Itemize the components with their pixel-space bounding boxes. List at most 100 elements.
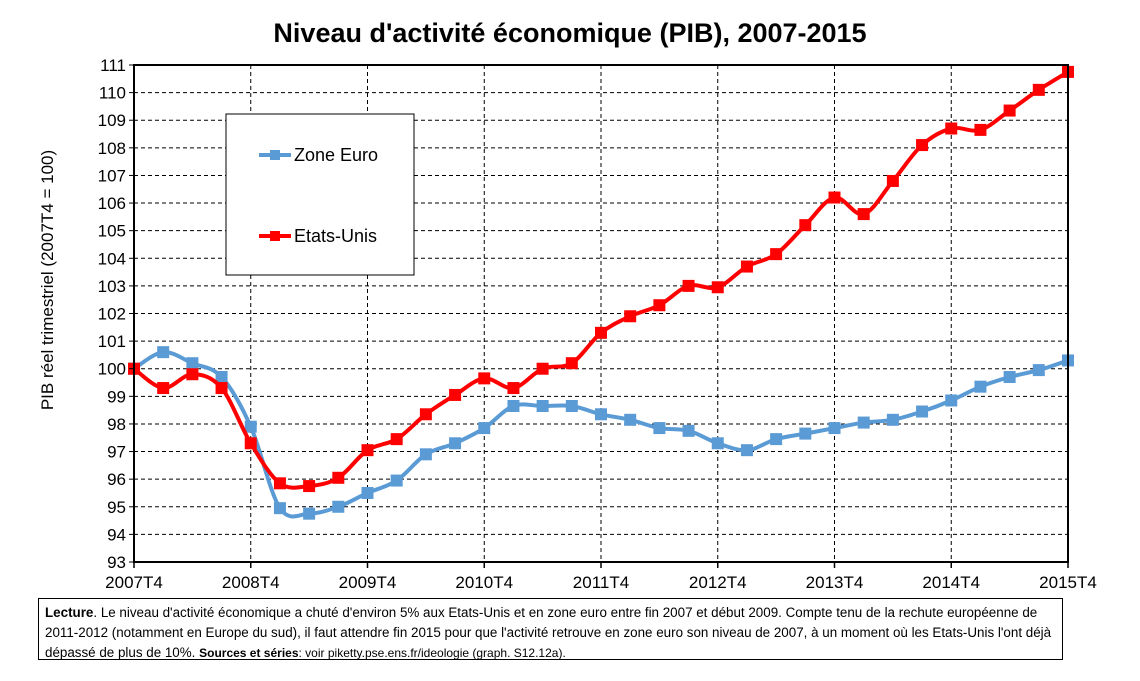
y-tick-label: 111 (100, 56, 126, 75)
data-point-etats-unis (916, 139, 929, 152)
legend-label-etats-unis: Etats-Unis (294, 226, 377, 246)
data-point-etats-unis (653, 299, 666, 312)
data-point-zone-euro (419, 448, 432, 461)
data-point-zone-euro (536, 399, 549, 412)
footnote-box: Lecture. Le niveau d'activité économique… (38, 598, 1063, 660)
data-point-etats-unis (449, 388, 462, 401)
x-tick-label: 2013T4 (806, 573, 864, 592)
data-point-zone-euro (711, 437, 724, 450)
x-tick-label: 2008T4 (222, 573, 280, 592)
data-point-zone-euro (361, 486, 374, 499)
y-tick-label: 103 (98, 277, 126, 296)
data-point-etats-unis (565, 357, 578, 370)
series-lines (128, 65, 1074, 520)
y-tick-label: 104 (98, 249, 126, 268)
data-point-etats-unis (390, 433, 403, 446)
y-tick-label: 99 (107, 387, 126, 406)
data-point-zone-euro (449, 437, 462, 450)
y-tick-label: 101 (98, 332, 126, 351)
axis-ticks: 93 94 95 96 97 98 99 100 101 102 103 104 105 106 107 10… (98, 56, 1097, 592)
data-point-zone-euro (974, 380, 987, 393)
data-point-zone-euro (1003, 371, 1016, 384)
data-point-etats-unis (857, 208, 870, 221)
data-point-etats-unis (536, 362, 549, 375)
data-point-etats-unis (361, 444, 374, 457)
y-tick-label: 105 (98, 222, 126, 241)
data-point-etats-unis (828, 191, 841, 204)
y-tick-label: 98 (107, 415, 126, 434)
legend-marker-etats-unis (270, 231, 280, 241)
data-point-zone-euro (1032, 364, 1045, 377)
y-tick-label: 100 (98, 360, 126, 379)
x-tick-label: 2012T4 (689, 573, 747, 592)
y-tick-label: 106 (98, 194, 126, 213)
x-tick-label: 2010T4 (455, 573, 513, 592)
legend-box (225, 113, 415, 276)
data-point-etats-unis (711, 281, 724, 294)
data-point-zone-euro (215, 371, 228, 384)
data-point-etats-unis (419, 408, 432, 421)
sources-text: : voir piketty.pse.ens.fr/ideologie (gra… (298, 646, 566, 660)
data-point-zone-euro (653, 422, 666, 435)
y-tick-label: 97 (107, 443, 126, 462)
data-point-etats-unis (595, 326, 607, 339)
data-point-etats-unis (1032, 83, 1045, 96)
data-point-zone-euro (186, 357, 199, 370)
data-point-zone-euro (507, 399, 520, 412)
legend-marker-zone-euro (270, 150, 280, 160)
data-point-etats-unis (974, 123, 987, 136)
data-point-zone-euro (478, 422, 491, 435)
data-point-zone-euro (273, 502, 286, 515)
data-point-etats-unis (507, 382, 520, 395)
data-point-zone-euro (565, 399, 578, 412)
data-point-etats-unis (303, 480, 316, 493)
lecture-label: Lecture (45, 605, 94, 620)
data-point-etats-unis (244, 437, 257, 450)
chart-title: Niveau d'activité économique (PIB), 2007… (273, 18, 867, 48)
data-point-etats-unis (186, 368, 199, 381)
data-point-zone-euro (740, 444, 753, 457)
y-tick-label: 109 (98, 111, 126, 130)
x-tick-label: 2011T4 (573, 573, 629, 592)
line-chart: 93 94 95 96 97 98 99 100 101 102 103 104 105 106 107 10… (98, 56, 1097, 592)
data-point-zone-euro (682, 424, 695, 437)
y-tick-label: 96 (107, 470, 126, 489)
data-point-zone-euro (595, 408, 607, 421)
data-point-etats-unis (273, 477, 286, 490)
data-point-zone-euro (857, 416, 870, 429)
sources-label: Sources et séries (199, 646, 299, 660)
data-point-zone-euro (828, 422, 841, 435)
data-point-etats-unis (740, 260, 753, 273)
data-point-zone-euro (916, 405, 929, 418)
data-point-etats-unis (478, 372, 491, 385)
data-point-etats-unis (799, 219, 812, 232)
y-tick-label: 108 (98, 139, 126, 158)
x-tick-label: 2009T4 (339, 573, 397, 592)
legend-label-zone-euro: Zone Euro (294, 145, 378, 165)
y-tick-label: 93 (107, 553, 126, 572)
data-point-zone-euro (157, 346, 170, 359)
data-point-etats-unis (770, 248, 783, 261)
data-point-zone-euro (244, 420, 257, 433)
data-point-etats-unis (682, 279, 695, 292)
legend: Zone Euro Etats-Unis (225, 113, 415, 276)
data-point-etats-unis (215, 382, 228, 395)
data-point-zone-euro (624, 413, 637, 426)
data-point-etats-unis (332, 471, 345, 484)
data-point-etats-unis (624, 310, 637, 323)
y-tick-label: 110 (99, 84, 126, 103)
y-tick-label: 102 (98, 305, 126, 324)
x-tick-label: 2014T4 (922, 573, 980, 592)
data-point-etats-unis (945, 122, 958, 135)
x-tick-label: 2007T4 (105, 573, 163, 592)
lecture-text: . Le niveau d'activité économique a chut… (45, 605, 1052, 660)
data-point-zone-euro (770, 433, 783, 446)
data-point-etats-unis (1003, 104, 1016, 117)
data-point-zone-euro (799, 427, 812, 440)
data-point-etats-unis (157, 382, 170, 395)
data-point-zone-euro (945, 394, 958, 407)
data-point-etats-unis (886, 174, 899, 187)
y-tick-label: 94 (107, 525, 126, 544)
y-tick-label: 107 (98, 166, 126, 185)
data-point-zone-euro (390, 474, 403, 487)
